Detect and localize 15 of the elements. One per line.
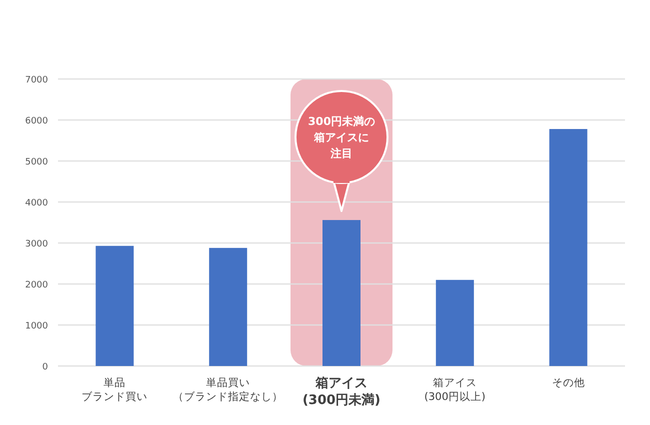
y-tick-label: 3000 <box>25 240 48 250</box>
y-tick-label: 1000 <box>25 322 48 332</box>
y-tick-label: 7000 <box>25 76 48 86</box>
x-tick-label: 単品買い（ブランド指定なし） <box>173 377 284 403</box>
x-tick-label: 単品ブランド買い <box>82 377 148 403</box>
y-tick-label: 5000 <box>25 158 48 168</box>
y-tick-label: 2000 <box>25 280 48 290</box>
y-tick-label: 4000 <box>25 198 48 208</box>
x-tick-label: その他 <box>552 377 585 389</box>
arrow-callout: 300円未満の箱アイスに注目 <box>294 90 388 212</box>
annotation: 300円未満の箱アイスに注目 <box>308 115 375 160</box>
x-tick-label: 箱アイス(300円未満) <box>302 376 381 408</box>
y-tick-label: 0 <box>42 362 48 372</box>
x-tick-label: 箱アイス(300円以上) <box>424 377 486 403</box>
y-tick-label: 6000 <box>25 116 48 126</box>
